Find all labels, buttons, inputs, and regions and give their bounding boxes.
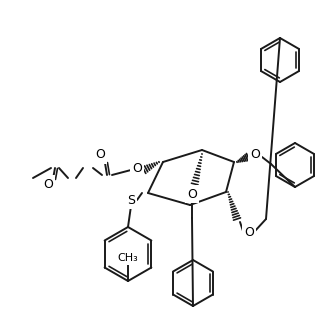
Text: CH₃: CH₃ — [117, 253, 138, 263]
Text: S: S — [127, 193, 135, 207]
Text: O: O — [132, 161, 142, 175]
Text: O: O — [95, 148, 105, 161]
Text: O: O — [250, 148, 260, 161]
Text: O: O — [244, 226, 254, 240]
Text: O: O — [187, 187, 197, 201]
Text: O: O — [43, 178, 53, 190]
